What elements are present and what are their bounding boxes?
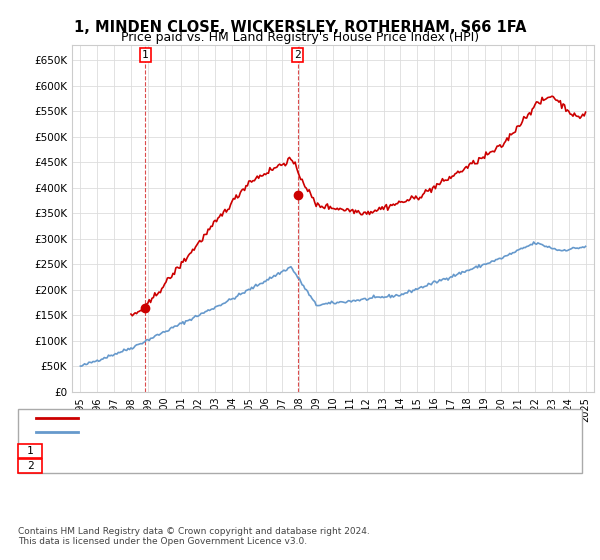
Text: Price paid vs. HM Land Registry's House Price Index (HPI): Price paid vs. HM Land Registry's House …	[121, 31, 479, 44]
Text: HPI: Average price, detached house, Rotherham: HPI: Average price, detached house, Roth…	[87, 427, 368, 437]
Text: Contains HM Land Registry data © Crown copyright and database right 2024.
This d: Contains HM Land Registry data © Crown c…	[18, 526, 370, 546]
Text: 22-NOV-2007: 22-NOV-2007	[60, 461, 134, 471]
Text: 1: 1	[26, 446, 34, 456]
Text: 98% ↑ HPI: 98% ↑ HPI	[336, 461, 397, 471]
Text: 2: 2	[26, 461, 34, 471]
Text: £385,000: £385,000	[198, 461, 252, 471]
Text: 2: 2	[294, 50, 301, 60]
Text: 1, MINDEN CLOSE, WICKERSLEY, ROTHERHAM, S66 1FA (detached house): 1, MINDEN CLOSE, WICKERSLEY, ROTHERHAM, …	[87, 413, 487, 423]
Text: 145% ↑ HPI: 145% ↑ HPI	[336, 446, 404, 456]
Text: 1, MINDEN CLOSE, WICKERSLEY, ROTHERHAM, S66 1FA: 1, MINDEN CLOSE, WICKERSLEY, ROTHERHAM, …	[74, 20, 526, 35]
Text: 1: 1	[142, 50, 149, 60]
Text: 05-NOV-1998: 05-NOV-1998	[60, 446, 134, 456]
Text: £165,000: £165,000	[198, 446, 252, 456]
